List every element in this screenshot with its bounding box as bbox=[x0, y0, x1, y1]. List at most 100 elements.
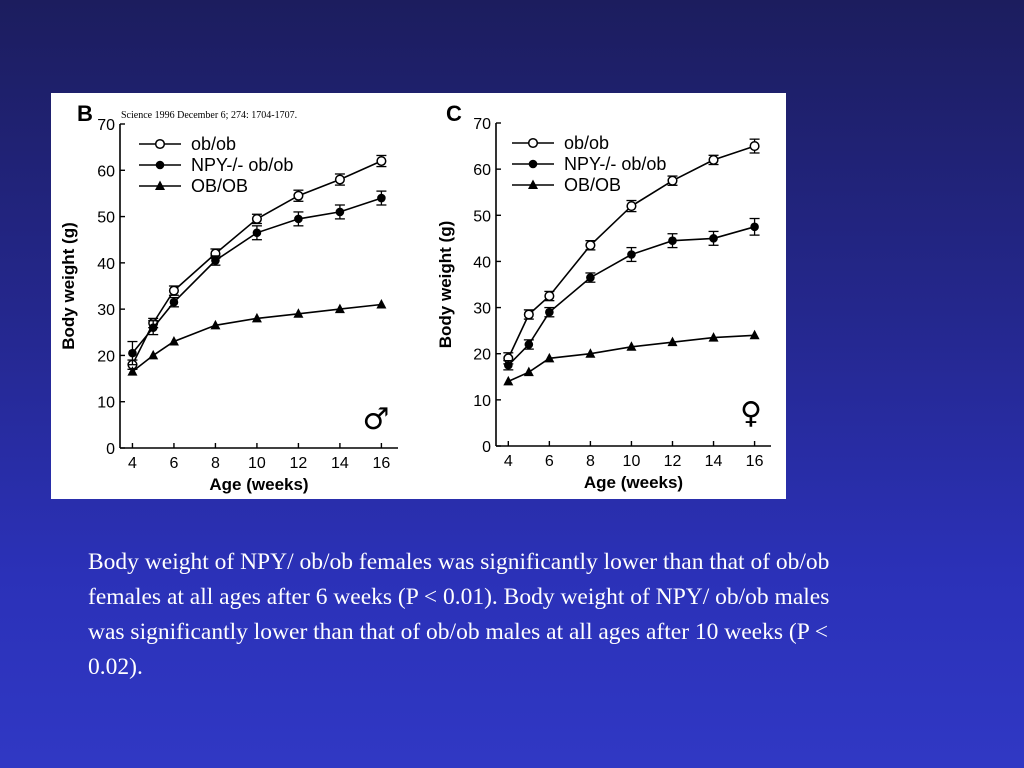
panel-b-data-point bbox=[335, 207, 345, 217]
panel-c-y-tick-label: 60 bbox=[473, 162, 491, 179]
panel-c-y-axis-title: Body weight (g) bbox=[436, 221, 455, 348]
panel-c-data-point bbox=[544, 290, 555, 302]
panel-c-x-tick-label: 16 bbox=[746, 453, 764, 470]
panel-b-data-point bbox=[376, 299, 387, 309]
panel-b-series-line-2 bbox=[131, 303, 382, 373]
panel-c-data-point bbox=[545, 307, 554, 317]
panel-b-legend-label-2: OB/OB bbox=[191, 176, 248, 196]
panel-c-legend-marker bbox=[527, 137, 539, 149]
panel-c-data-point bbox=[667, 336, 678, 347]
panel-c-data-point bbox=[749, 141, 760, 152]
panel-c-sex-symbol: ♀ bbox=[740, 396, 762, 431]
panel-b-data-point bbox=[252, 228, 262, 238]
panel-c-data-point bbox=[586, 273, 595, 282]
panel-c-data-point bbox=[749, 329, 760, 340]
panel-c-data-point bbox=[523, 309, 534, 320]
panel-b-x-tick-label: 4 bbox=[128, 455, 137, 472]
panel-c-y-tick-label: 40 bbox=[473, 254, 491, 271]
panel-b-legend-marker bbox=[154, 138, 166, 150]
panel-c-data-point bbox=[626, 341, 637, 351]
figure-panel: Science 1996 December 6; 274: 1704-1707.… bbox=[51, 93, 786, 499]
panel-c-y-tick-label: 50 bbox=[473, 208, 491, 225]
panel-c-x-tick-label: 14 bbox=[705, 453, 723, 470]
panel-b-x-tick-label: 8 bbox=[211, 455, 220, 472]
panel-c-data-point bbox=[750, 222, 759, 232]
panel-b-y-tick-label: 30 bbox=[97, 302, 115, 319]
panel-c-legend-marker bbox=[528, 159, 538, 169]
panel-b-data-point bbox=[377, 193, 386, 203]
panel-c-data-point bbox=[708, 332, 719, 342]
panel-b-data-point bbox=[251, 312, 262, 323]
panel-b-x-tick-label: 14 bbox=[331, 455, 349, 472]
panel-b-legend-marker bbox=[155, 180, 165, 190]
panel-c-y-tick-label: 70 bbox=[473, 116, 491, 133]
panel-c-data-point bbox=[668, 236, 677, 245]
panel-b-data-point bbox=[293, 308, 304, 318]
panel-c-y-tick-label: 10 bbox=[473, 393, 491, 410]
panel-b-x-tick-label: 10 bbox=[248, 455, 266, 472]
panel-c-data-point bbox=[523, 366, 534, 377]
panel-c-x-tick-label: 6 bbox=[545, 453, 554, 470]
citation-text: Science 1996 December 6; 274: 1704-1707. bbox=[121, 110, 297, 121]
panel-b-y-tick-label: 40 bbox=[97, 256, 115, 273]
panel-b-data-point bbox=[169, 297, 179, 307]
panel-b-x-axis-title: Age (weeks) bbox=[209, 475, 308, 494]
panel-b-data-point bbox=[168, 336, 179, 346]
panel-c-y-tick-label: 20 bbox=[473, 347, 491, 364]
panel-c-data-point bbox=[524, 340, 534, 349]
panel-b-data-point bbox=[293, 190, 304, 201]
panel-c-legend-label-0: ob/ob bbox=[564, 133, 609, 153]
panel-c-x-tick-label: 10 bbox=[623, 453, 641, 470]
panel-b-data-point bbox=[148, 349, 159, 360]
panel-b-x-tick-label: 12 bbox=[290, 455, 308, 472]
panel-c-data-point bbox=[585, 240, 596, 251]
panel-b-data-point bbox=[210, 319, 221, 330]
panel-b-x-tick-label: 16 bbox=[373, 455, 391, 472]
panel-b-data-point bbox=[251, 213, 262, 224]
panel-c-y-tick-label: 30 bbox=[473, 301, 491, 318]
panel-b-data-point bbox=[168, 285, 179, 296]
body-weight-charts: Science 1996 December 6; 274: 1704-1707.… bbox=[59, 101, 771, 494]
panel-b-data-point bbox=[334, 174, 345, 185]
panel-c-data-point bbox=[667, 175, 678, 186]
panel-c-data-point bbox=[626, 201, 637, 212]
panel-b-x-tick-label: 6 bbox=[169, 455, 178, 472]
panel-c-legend-marker bbox=[528, 179, 538, 189]
panel-b-sex-symbol: ♂ bbox=[363, 402, 390, 437]
panel-b-legend-label-0: ob/ob bbox=[191, 134, 236, 154]
panel-c-x-tick-label: 4 bbox=[504, 453, 513, 470]
panel-c-data-point bbox=[503, 375, 514, 386]
caption-text: Body weight of NPY/ ob/ob females was si… bbox=[88, 549, 830, 680]
panel-b-data-point bbox=[294, 214, 303, 224]
panel-b-y-tick-label: 0 bbox=[106, 441, 115, 458]
panel-b-y-tick-label: 50 bbox=[97, 210, 115, 227]
panel-b-data-point bbox=[128, 348, 137, 358]
panel-c-data-point bbox=[585, 348, 596, 358]
panel-b-y-axis-title: Body weight (g) bbox=[59, 222, 78, 349]
panel-c-data-point bbox=[627, 250, 636, 259]
panel-c-x-axis-title: Age (weeks) bbox=[584, 473, 683, 492]
panel-b-y-tick-label: 10 bbox=[97, 395, 115, 412]
panel-b-data-point bbox=[376, 155, 387, 167]
panel-b-y-tick-label: 60 bbox=[97, 163, 115, 180]
panel-c-label: C bbox=[446, 101, 462, 126]
panel-c-legend-label-1: NPY-/- ob/ob bbox=[564, 154, 666, 174]
panel-b-data-point bbox=[148, 323, 158, 332]
panel-b-y-tick-label: 20 bbox=[97, 348, 115, 365]
panel-c-y-tick-label: 0 bbox=[482, 439, 491, 456]
panel-c-legend-label-2: OB/OB bbox=[564, 175, 621, 195]
panel-b-data-point bbox=[211, 256, 220, 265]
panel-c-data-point bbox=[709, 234, 718, 243]
panel-c-x-tick-label: 8 bbox=[586, 453, 595, 470]
panel-c-data-point bbox=[708, 154, 719, 165]
panel-c-x-tick-label: 12 bbox=[664, 453, 682, 470]
panel-b-y-tick-label: 70 bbox=[97, 117, 115, 134]
panel-b-label: B bbox=[77, 101, 93, 126]
panel-b-series-line-1 bbox=[131, 197, 382, 354]
panel-c-data-point bbox=[504, 360, 513, 370]
panel-b-legend-label-1: NPY-/- ob/ob bbox=[191, 155, 293, 175]
panel-b-data-point bbox=[127, 366, 138, 376]
panel-b-series-line-0 bbox=[131, 160, 382, 366]
panel-b-data-point bbox=[334, 303, 345, 314]
panel-c-series-line-2 bbox=[507, 334, 755, 383]
